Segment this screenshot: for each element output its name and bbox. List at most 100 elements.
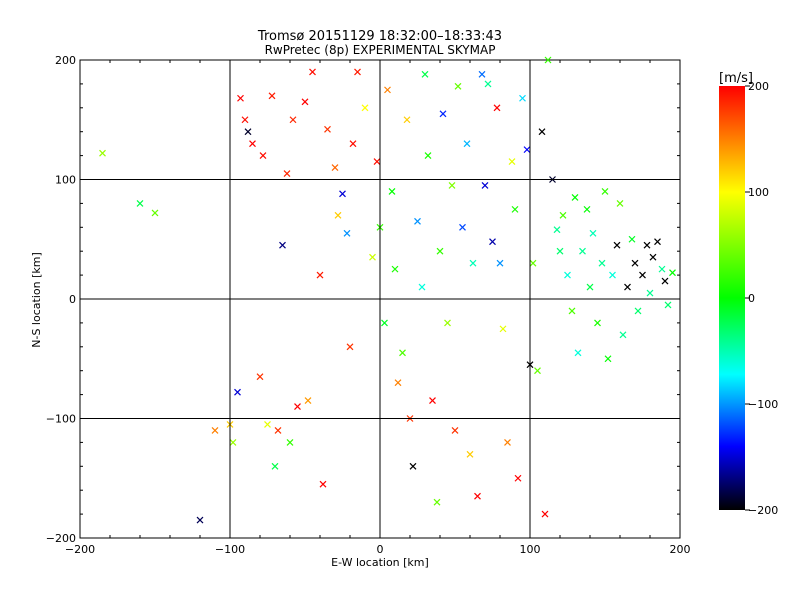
data-point [136,199,144,207]
data-point [316,271,324,279]
data-point [583,205,591,213]
data-point [613,241,621,249]
x-tick-label: −100 [215,543,245,556]
x-tick-label: 100 [520,543,541,556]
data-point [574,349,582,357]
chart-title: Tromsø 20151129 18:32:00–18:33:43 [257,29,502,44]
data-point [439,110,447,118]
data-point [234,388,241,396]
data-point [499,325,507,333]
data-point [469,259,477,267]
data-point [271,462,279,470]
data-point [559,211,567,219]
grid-lines [80,60,680,538]
data-point [514,474,522,482]
data-point [414,217,421,225]
colorbar-label: [m/s] [719,71,753,86]
data-point [454,82,462,90]
data-point [151,209,159,217]
data-point [466,450,474,458]
colorbar-tick-label: 200 [748,80,769,93]
data-point [346,343,354,351]
data-point [381,319,388,327]
data-point [244,128,252,136]
data-point [459,223,466,231]
data-point [511,205,519,213]
colorbar-gradient [719,86,745,510]
data-point [394,379,402,387]
data-point [424,152,432,160]
data-point [529,259,537,267]
data-point [343,229,351,237]
data-point [403,116,411,124]
data-point [643,241,651,249]
data-point [504,438,511,446]
data-point [301,98,309,106]
data-point [237,94,244,102]
data-point [391,265,399,273]
data-point [568,307,576,315]
x-tick-label: −200 [65,543,95,556]
x-axis-label: E-W location [km] [331,556,429,569]
data-point [289,116,297,124]
data-point [556,247,564,255]
data-point [586,283,594,291]
data-point [649,253,657,261]
data-point [229,438,237,446]
data-point [489,238,496,246]
data-point [429,397,436,404]
data-point [241,116,249,124]
data-point [421,70,429,78]
colorbar-tick-label: −100 [748,398,778,411]
data-point [256,373,264,381]
data-point [451,427,459,434]
data-point [274,427,282,434]
data-point [624,283,631,291]
data-point [349,140,357,148]
data-point [388,188,396,195]
data-point [478,70,486,78]
y-tick-label: 200 [55,54,76,67]
data-point [463,140,471,148]
data-point [409,462,417,470]
data-point [634,307,642,315]
data-point [619,331,627,339]
data-point [286,438,294,446]
data-point [609,271,616,279]
data-point [631,259,639,267]
data-point [264,421,271,428]
data-point [339,190,346,198]
data-point [571,194,579,201]
data-point [481,182,489,189]
data-point [564,271,571,279]
y-tick-label: 100 [55,174,76,187]
x-tick-label: 0 [377,543,384,556]
data-point [496,259,504,267]
data-point [669,269,676,277]
data-point [196,516,204,524]
data-point [541,510,549,518]
data-point [654,238,661,246]
data-point [484,80,492,88]
data-point [433,498,441,506]
data-point [384,86,391,94]
data-point [601,188,609,195]
data-point [294,403,301,410]
data-point [579,247,586,255]
data-point [493,104,501,112]
data-point [589,229,597,237]
y-tick-label: −100 [46,413,76,426]
colorbar: [m/s] 200 100 0 −100 −200 [719,71,778,517]
data-point [616,199,624,207]
data-point [361,104,369,112]
data-point [304,397,312,404]
data-point [538,128,546,136]
data-point [399,349,406,357]
data-point [474,492,481,500]
data-point [661,277,669,285]
data-point [604,355,612,363]
data-point [324,125,331,133]
data-point [249,140,256,148]
y-tick-label: 0 [69,293,76,306]
